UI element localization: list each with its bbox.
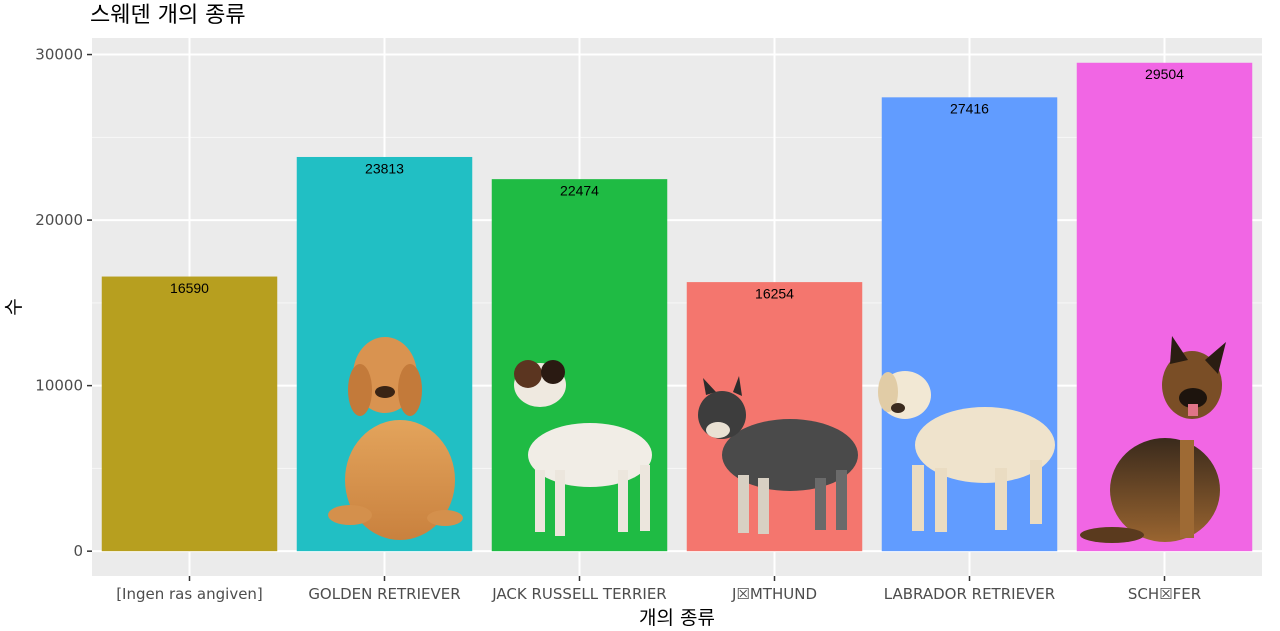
x-tick-label: LABRADOR RETRIEVER (884, 585, 1055, 603)
minor-gridlines (92, 136, 1262, 469)
y-axis: 0 10000 20000 30000 (35, 46, 92, 560)
y-tick-label: 0 (73, 542, 83, 560)
data-label: 27416 (950, 101, 989, 117)
data-label: 22474 (560, 183, 599, 199)
y-tick-label: 10000 (35, 377, 83, 395)
data-label: 23813 (365, 160, 404, 176)
x-tick-label: JACK RUSSELL TERRIER (491, 585, 666, 603)
bar (101, 276, 278, 552)
y-axis-title: 수 (3, 298, 25, 315)
jamthund-photo (698, 376, 858, 534)
y-tick-label: 30000 (35, 46, 83, 64)
x-tick-label: SCH☒FER (1128, 585, 1201, 603)
x-tick-label: GOLDEN RETRIEVER (308, 585, 460, 603)
y-tick-label: 20000 (35, 211, 83, 229)
data-label: 29504 (1145, 66, 1184, 82)
x-axis: [Ingen ras angiven] GOLDEN RETRIEVER JACK … (116, 576, 1201, 603)
x-axis-title: 개의 종류 (639, 607, 715, 629)
german-shepherd-photo (1080, 336, 1226, 543)
labrador-retriever-photo (878, 371, 1055, 532)
golden-retriever-photo (328, 337, 463, 540)
x-tick-label: J☒MTHUND (731, 585, 817, 603)
plot-panel (92, 38, 1262, 576)
chart-title: 스웨덴 개의 종류 (90, 3, 246, 28)
data-labels: 16590 23813 22474 16254 27416 29504 (170, 66, 1184, 301)
data-label: 16590 (170, 280, 209, 296)
data-label: 16254 (755, 286, 794, 302)
jack-russell-terrier-photo (514, 360, 652, 536)
x-tick-label: [Ingen ras angiven] (116, 585, 263, 603)
